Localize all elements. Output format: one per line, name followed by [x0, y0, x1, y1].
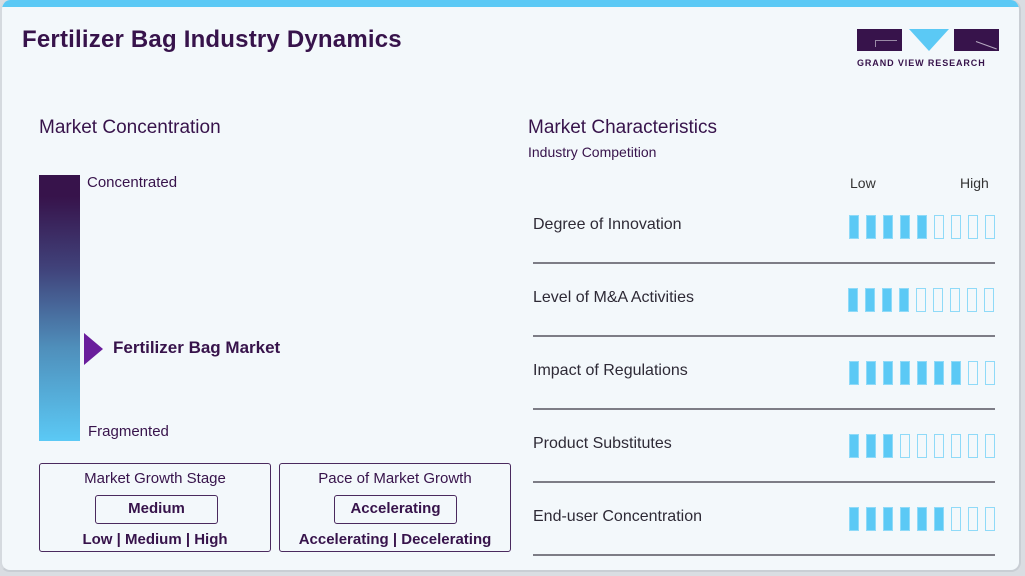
rating-segment-filled: [866, 215, 876, 239]
rating-segment-filled: [883, 434, 893, 458]
industry-competition-subtitle: Industry Competition: [528, 144, 657, 160]
row-divider: [533, 554, 995, 556]
market-growth-stage-box: Market Growth Stage Medium Low | Medium …: [39, 463, 271, 552]
rating-segment-empty: [951, 215, 961, 239]
growth-pace-title: Pace of Market Growth: [318, 470, 472, 487]
logo-v-triangle-icon: [909, 29, 949, 51]
market-characteristics-title: Market Characteristics: [528, 117, 717, 138]
rating-segment-filled: [934, 361, 944, 385]
market-position-label: Fertilizer Bag Market: [113, 338, 281, 357]
concentrated-label: Concentrated: [87, 174, 178, 191]
concentration-gradient-bar: [39, 175, 80, 441]
rating-segment-filled: [900, 507, 910, 531]
rating-segment-empty: [968, 507, 978, 531]
row-divider: [533, 335, 995, 337]
pace-of-growth-box: Pace of Market Growth Accelerating Accel…: [279, 463, 511, 552]
rating-segment-empty: [950, 288, 960, 312]
rating-segment-empty: [985, 361, 995, 385]
row-divider: [533, 408, 995, 410]
rating-segment-empty: [985, 434, 995, 458]
growth-stage-options: Low | Medium | High: [82, 531, 228, 548]
rating-segment-filled: [917, 361, 927, 385]
rating-segment-filled: [883, 507, 893, 531]
top-accent-bar: [2, 0, 1019, 7]
rating-segment-filled: [866, 434, 876, 458]
rating-segment-empty: [968, 361, 978, 385]
rating-bar-meter: [849, 507, 995, 531]
rating-segment-empty: [934, 215, 944, 239]
market-concentration-title: Market Concentration: [39, 117, 221, 138]
rating-segment-filled: [882, 288, 892, 312]
rating-segment-filled: [951, 361, 961, 385]
rating-bar-meter: [849, 215, 995, 239]
rating-segment-empty: [984, 288, 994, 312]
characteristic-label: Degree of Innovation: [533, 216, 682, 233]
page-title: Fertilizer Bag Industry Dynamics: [22, 26, 402, 53]
rating-segment-filled: [917, 507, 927, 531]
rating-segment-empty: [916, 288, 926, 312]
characteristic-label: Product Substitutes: [533, 435, 672, 452]
rating-segment-filled: [900, 215, 910, 239]
rating-segment-empty: [933, 288, 943, 312]
rating-segment-filled: [883, 361, 893, 385]
rating-segment-filled: [934, 507, 944, 531]
rating-segment-empty: [968, 434, 978, 458]
logo-text: GRAND VIEW RESEARCH: [857, 58, 986, 68]
scale-low-label: Low: [850, 175, 876, 191]
rating-segment-filled: [883, 215, 893, 239]
rating-segment-filled: [865, 288, 875, 312]
rating-segment-empty: [951, 434, 961, 458]
rating-segment-filled: [900, 361, 910, 385]
growth-pace-options: Accelerating | Decelerating: [298, 531, 492, 548]
rating-segment-empty: [951, 507, 961, 531]
rating-segment-empty: [934, 434, 944, 458]
row-divider: [533, 262, 995, 264]
characteristic-label: Level of M&A Activities: [533, 289, 694, 306]
row-divider: [533, 481, 995, 483]
rating-segment-filled: [866, 507, 876, 531]
rating-bar-meter: [849, 434, 995, 458]
grand-view-research-logo: GRAND VIEW RESEARCH: [857, 29, 999, 71]
growth-stage-title: Market Growth Stage: [84, 470, 226, 487]
rating-segment-empty: [917, 434, 927, 458]
scale-high-label: High: [960, 175, 989, 191]
characteristic-label: End-user Concentration: [533, 508, 702, 525]
rating-segment-filled: [849, 361, 859, 385]
growth-stage-value: Medium: [95, 495, 218, 524]
rating-segment-filled: [899, 288, 909, 312]
rating-segment-empty: [967, 288, 977, 312]
rating-segment-filled: [848, 288, 858, 312]
rating-segment-filled: [849, 434, 859, 458]
rating-segment-empty: [900, 434, 910, 458]
rating-segment-filled: [849, 215, 859, 239]
characteristic-label: Impact of Regulations: [533, 362, 688, 379]
growth-pace-value: Accelerating: [334, 495, 457, 524]
logo-r-block-icon: [954, 29, 999, 51]
rating-segment-filled: [849, 507, 859, 531]
rating-bar-meter: [849, 361, 995, 385]
market-position-arrow-icon: [84, 333, 103, 365]
rating-segment-empty: [968, 215, 978, 239]
logo-g-block-icon: [857, 29, 902, 51]
rating-segment-empty: [985, 215, 995, 239]
rating-bar-meter: [848, 288, 994, 312]
rating-segment-filled: [866, 361, 876, 385]
rating-segment-filled: [917, 215, 927, 239]
rating-segment-empty: [985, 507, 995, 531]
fragmented-label: Fragmented: [88, 423, 169, 440]
